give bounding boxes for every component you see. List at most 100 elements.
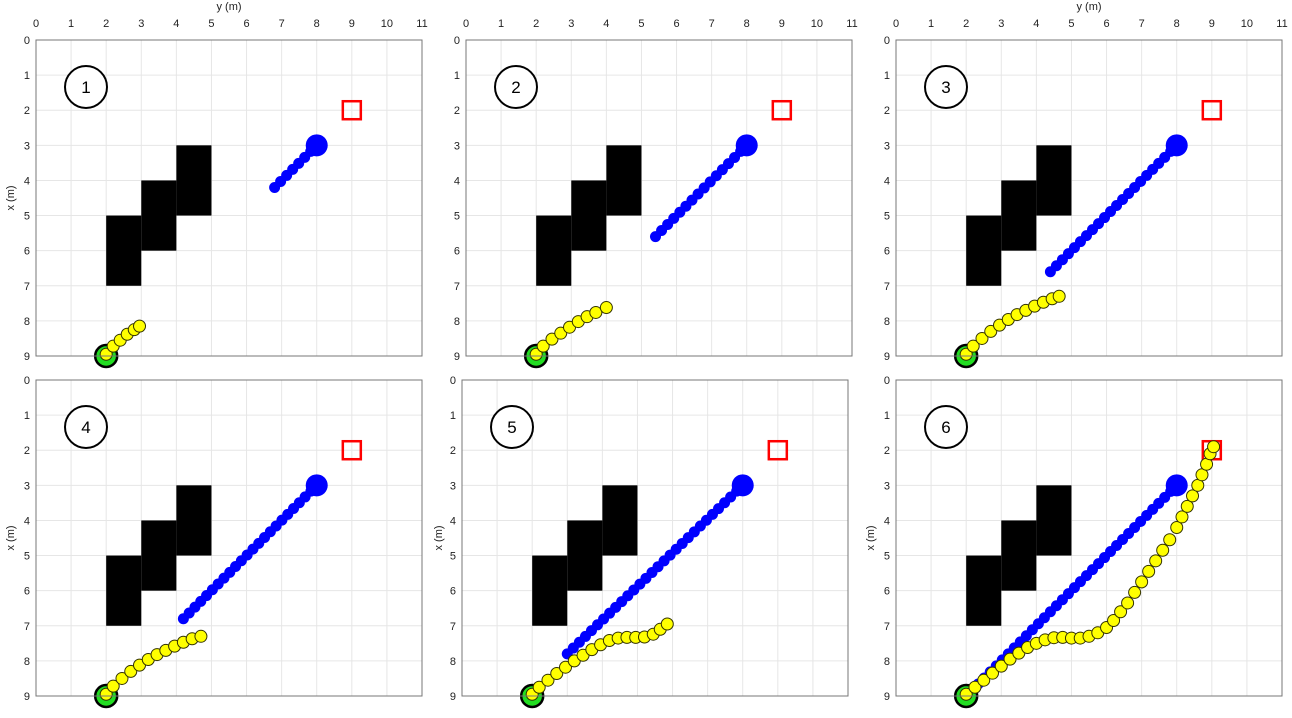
y-tick-label: 2 bbox=[24, 105, 30, 117]
panel-number: 6 bbox=[941, 418, 950, 437]
blue-agent-marker bbox=[735, 134, 758, 157]
yellow-trail-point bbox=[532, 680, 546, 694]
panel-number-badge bbox=[64, 405, 108, 449]
panel-6: 0 1 2 3 4 5 6 7 8 9 x (m) 6 bbox=[865, 375, 1283, 709]
y-tick-label: 7 bbox=[884, 621, 890, 633]
x-tick-label: 3 bbox=[138, 18, 144, 30]
blue-agent-marker bbox=[305, 134, 328, 157]
yellow-trail-point bbox=[599, 301, 613, 315]
panel-number-badge bbox=[64, 65, 108, 109]
y-tick-label: 5 bbox=[884, 211, 890, 223]
yellow-trail-point bbox=[550, 667, 564, 681]
y-tick-label: 1 bbox=[884, 70, 890, 82]
blue-trail-point bbox=[1044, 266, 1056, 278]
yellow-trail-point bbox=[1052, 289, 1066, 303]
yellow-trail-point bbox=[994, 659, 1008, 673]
panel-number-badge bbox=[494, 65, 538, 109]
yellow-trail-point bbox=[1135, 575, 1149, 589]
y-tick-label: 8 bbox=[884, 656, 890, 668]
x-tick-label: 4 bbox=[173, 18, 179, 30]
obstacle-block bbox=[1001, 520, 1037, 591]
y-tick-label: 7 bbox=[884, 281, 890, 293]
y-tick-label: 4 bbox=[24, 515, 30, 527]
y-tick-label: 4 bbox=[884, 175, 890, 187]
panel-number: 3 bbox=[941, 78, 950, 97]
yellow-trail-point bbox=[1186, 489, 1200, 503]
yellow-trail-point bbox=[968, 680, 982, 694]
yellow-trail-point bbox=[115, 671, 129, 685]
axes-border bbox=[35, 379, 423, 697]
panel-5: 0 1 2 3 4 5 6 7 8 9 x (m) 5 bbox=[433, 375, 849, 709]
obstacle-block bbox=[141, 520, 177, 591]
x-tick-label: 6 bbox=[1103, 18, 1109, 30]
obstacle-block bbox=[606, 145, 642, 216]
x-tick-label: 11 bbox=[416, 18, 427, 30]
blue-trail-point bbox=[269, 181, 281, 193]
x-tick-label: 2 bbox=[103, 18, 109, 30]
obstacle-block bbox=[532, 555, 568, 626]
y-tick-label: 3 bbox=[884, 480, 890, 492]
panel-4: 0 1 2 3 4 5 6 7 8 9 x (m) 4 bbox=[5, 375, 423, 709]
x-tick-label: 3 bbox=[998, 18, 1004, 30]
y-axis-label: x (m) bbox=[865, 525, 877, 550]
axes-border bbox=[895, 379, 1283, 697]
y-tick-label: 8 bbox=[24, 316, 30, 328]
yellow-trail-point bbox=[1128, 585, 1142, 599]
y-tick-label: 2 bbox=[884, 445, 890, 457]
panel-number: 1 bbox=[81, 78, 90, 97]
y-tick-label: 8 bbox=[454, 316, 460, 328]
y-tick-label: 0 bbox=[450, 375, 456, 387]
y-tick-label: 2 bbox=[450, 445, 456, 457]
y-tick-label: 0 bbox=[884, 375, 890, 387]
y-tick-label: 0 bbox=[24, 35, 30, 47]
y-tick-label: 3 bbox=[454, 140, 460, 152]
obstacle-block bbox=[106, 215, 142, 286]
x-tick-label: 11 bbox=[1276, 18, 1287, 30]
panel-number: 5 bbox=[507, 418, 516, 437]
obstacle-block bbox=[1036, 485, 1072, 556]
panel-2: 0 1 2 3 4 5 6 7 8 9 10 11 0 1 2 3 4 5 6 7 8 9 2 bbox=[454, 18, 858, 369]
yellow-trail-point bbox=[1149, 554, 1163, 568]
blue-trail-point bbox=[177, 613, 189, 625]
y-tick-label: 0 bbox=[454, 35, 460, 47]
x-tick-label: 7 bbox=[1139, 18, 1145, 30]
y-axis-label: x (m) bbox=[5, 525, 17, 550]
y-tick-label: 1 bbox=[24, 70, 30, 82]
y-tick-label: 1 bbox=[450, 410, 456, 422]
y-axis-label: x (m) bbox=[433, 525, 445, 550]
y-tick-label: 6 bbox=[450, 586, 456, 598]
yellow-trail-point bbox=[1170, 520, 1184, 534]
yellow-trail-point bbox=[589, 305, 603, 319]
x-tick-label: 1 bbox=[68, 18, 74, 30]
yellow-trail-point bbox=[194, 629, 208, 643]
y-tick-label: 4 bbox=[884, 515, 890, 527]
y-tick-label: 4 bbox=[454, 175, 460, 187]
x-tick-label: 8 bbox=[744, 18, 750, 30]
axes-border bbox=[35, 39, 423, 357]
obstacle-block bbox=[966, 215, 1002, 286]
x-tick-label: 0 bbox=[463, 18, 469, 30]
y-tick-label: 7 bbox=[24, 281, 30, 293]
axes-border bbox=[465, 39, 853, 357]
y-tick-label: 6 bbox=[24, 246, 30, 258]
x-tick-label: 0 bbox=[893, 18, 899, 30]
y-tick-label: 8 bbox=[450, 656, 456, 668]
yellow-trail-point bbox=[966, 339, 980, 353]
x-tick-label: 9 bbox=[1209, 18, 1215, 30]
y-tick-label: 9 bbox=[24, 351, 30, 363]
x-axis-label: y (m) bbox=[1076, 1, 1101, 13]
x-tick-label: 8 bbox=[314, 18, 320, 30]
y-tick-label: 4 bbox=[24, 175, 30, 187]
x-tick-label: 9 bbox=[779, 18, 785, 30]
y-tick-label: 0 bbox=[884, 35, 890, 47]
y-tick-label: 6 bbox=[884, 246, 890, 258]
obstacle-block bbox=[141, 180, 177, 251]
y-tick-label: 5 bbox=[884, 551, 890, 563]
yellow-trail-point bbox=[986, 666, 999, 680]
y-tick-label: 9 bbox=[450, 691, 456, 703]
yellow-trail-point bbox=[1121, 596, 1135, 610]
y-axis-label: x (m) bbox=[5, 185, 17, 210]
yellow-trail-point bbox=[1163, 533, 1177, 547]
y-tick-label: 9 bbox=[884, 691, 890, 703]
blue-agent-marker bbox=[1165, 474, 1188, 497]
